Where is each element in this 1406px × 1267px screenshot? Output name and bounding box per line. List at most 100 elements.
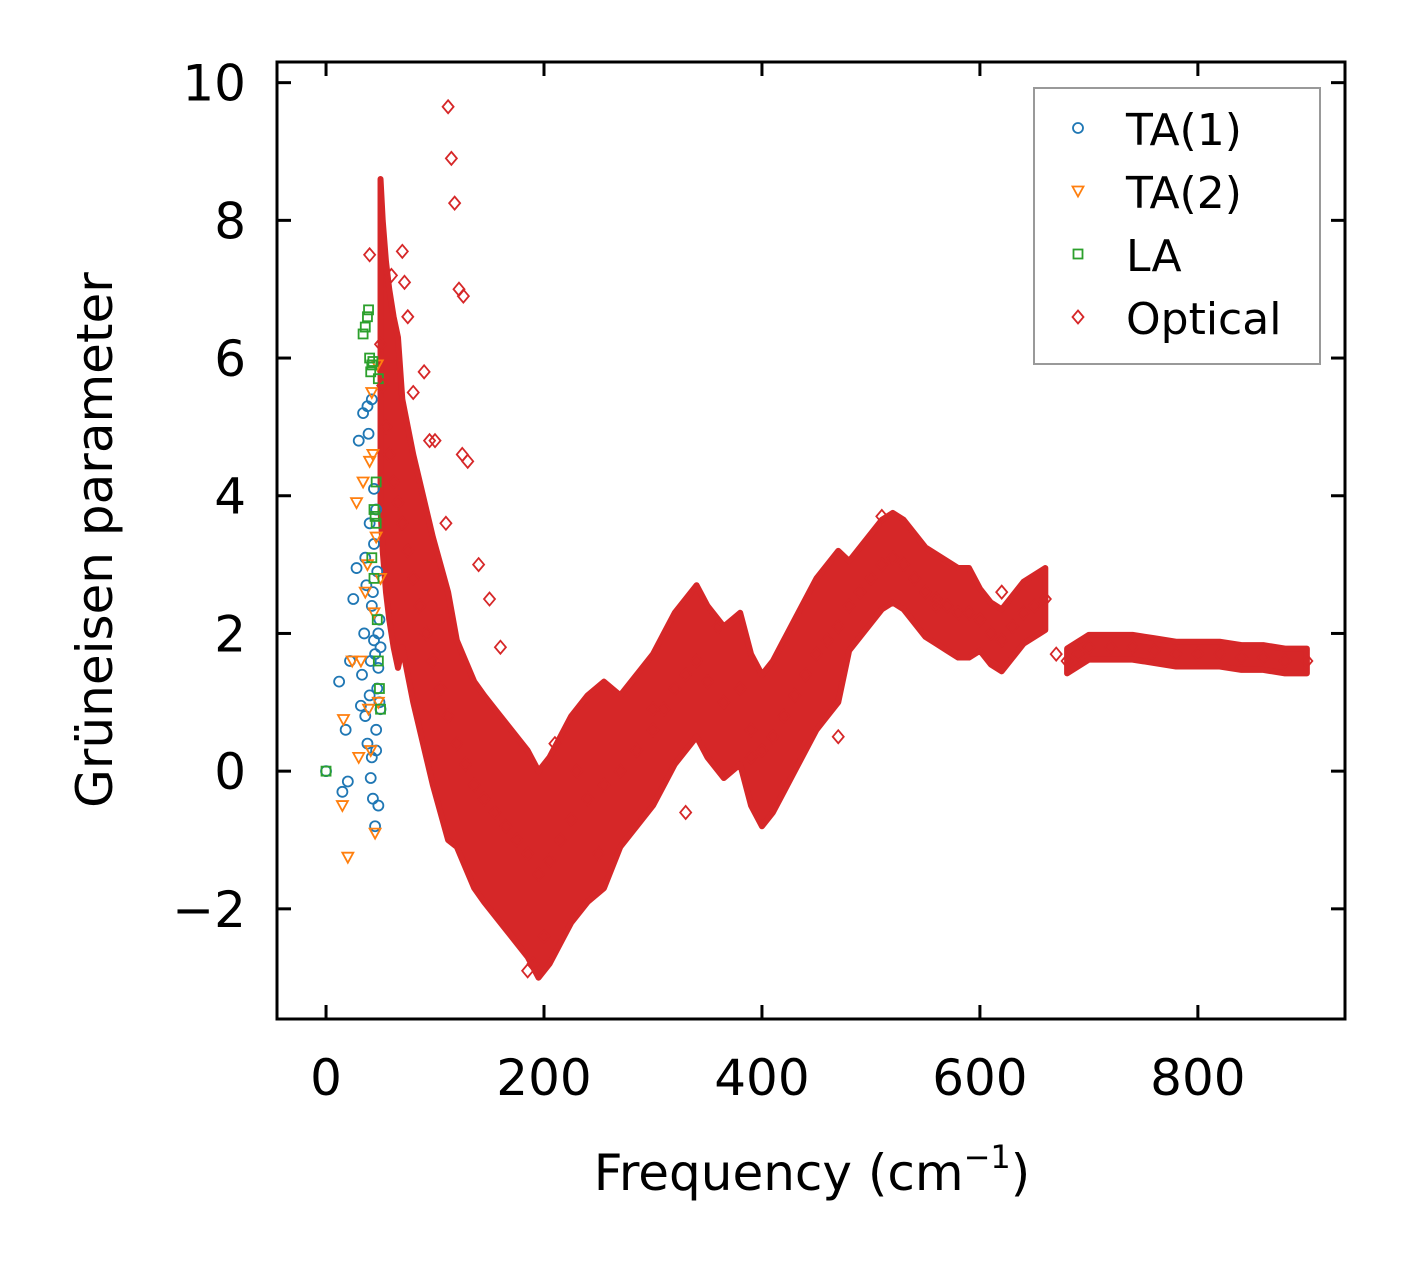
data-point — [356, 668, 368, 681]
data-point — [1082, 639, 1096, 656]
data-point — [537, 928, 551, 945]
data-point — [356, 476, 371, 490]
data-point — [347, 593, 360, 605]
data-point — [371, 696, 386, 710]
data-point — [1005, 618, 1020, 635]
y-axis-ticks — [277, 81, 1345, 911]
data-point — [419, 625, 433, 642]
data-point — [853, 584, 867, 601]
data-point — [477, 790, 491, 807]
data-point — [366, 607, 382, 621]
data-point — [471, 556, 486, 573]
data-point — [777, 708, 791, 724]
data-point — [352, 434, 365, 447]
data-point — [369, 511, 381, 522]
data-point — [364, 772, 377, 784]
data-point — [678, 804, 693, 821]
data-point — [365, 449, 380, 462]
data-point — [363, 304, 374, 316]
data-point — [426, 653, 440, 669]
data-point — [733, 680, 747, 697]
data-point — [1071, 646, 1085, 662]
data-point — [520, 845, 535, 862]
y-tick-label: 0 — [214, 743, 246, 801]
data-point — [456, 288, 471, 304]
data-point — [361, 703, 376, 717]
data-point — [1212, 646, 1227, 662]
legend-label-ta1: TA(1) — [1125, 105, 1242, 156]
data-point — [646, 701, 660, 718]
y-tick-label: 8 — [214, 192, 246, 250]
data-point — [1256, 649, 1270, 666]
x-tick-label: 800 — [1150, 1049, 1245, 1107]
data-point — [798, 666, 813, 683]
data-point — [362, 427, 375, 440]
data-point — [384, 267, 399, 284]
data-point — [333, 675, 346, 688]
data-point — [401, 542, 415, 559]
data-point — [1038, 591, 1052, 607]
plot-frame — [275, 60, 1347, 1021]
data-point — [417, 363, 431, 380]
data-point — [341, 775, 354, 788]
data-point — [359, 551, 372, 564]
data-point — [441, 708, 455, 724]
data-point — [907, 570, 922, 587]
data-point — [340, 851, 355, 865]
data-point — [787, 687, 802, 704]
data-point — [929, 598, 944, 614]
data-point — [395, 243, 410, 260]
data-point — [428, 432, 442, 449]
data-point — [717, 694, 731, 711]
data-point — [467, 777, 481, 793]
x-tick-label: 400 — [714, 1049, 809, 1107]
data-point — [951, 604, 965, 621]
y-tick-label: −2 — [172, 881, 246, 939]
data-point — [842, 598, 856, 614]
optical-density-cloud — [377, 176, 1310, 981]
data-point — [444, 150, 459, 167]
data-point — [1191, 646, 1205, 662]
data-point — [864, 570, 878, 587]
data-point — [744, 749, 758, 766]
data-point — [351, 751, 366, 765]
data-point — [1027, 598, 1042, 614]
data-point — [362, 311, 373, 323]
data-point — [363, 689, 376, 702]
data-point — [564, 811, 578, 828]
x-tick-label: 0 — [310, 1049, 342, 1107]
data-point — [422, 432, 437, 449]
data-point — [995, 584, 1009, 601]
data-point — [553, 832, 568, 848]
y-tick-label: 10 — [182, 55, 246, 113]
data-point — [657, 701, 671, 718]
x-axis-title-superscript: −1 — [964, 1138, 1011, 1176]
data-point — [362, 455, 377, 469]
y-tick-label: 6 — [214, 330, 246, 388]
data-point — [678, 666, 693, 683]
data-point — [364, 387, 379, 400]
data-point — [831, 618, 845, 635]
data-point — [372, 661, 385, 674]
data-point — [358, 586, 373, 600]
data-point — [886, 549, 900, 566]
data-point — [379, 419, 393, 435]
legend-label-la: LA — [1126, 231, 1182, 282]
data-point — [499, 818, 513, 835]
data-point — [755, 742, 769, 759]
data-point — [766, 728, 780, 745]
optical-cloud-main — [377, 176, 1049, 981]
data-point — [1016, 604, 1031, 621]
data-points — [320, 98, 1314, 979]
data-point — [366, 552, 378, 564]
data-point — [336, 714, 351, 727]
data-point — [875, 556, 889, 573]
data-point — [368, 572, 380, 584]
y-axis-tick-labels: −2 0 2 4 6 8 10 — [172, 55, 246, 939]
legend-label-optical: Optical — [1126, 294, 1281, 345]
data-point — [397, 274, 412, 291]
data-point — [349, 497, 364, 511]
data-point — [1169, 646, 1183, 662]
y-axis-title: Grüneisen parameter — [66, 272, 124, 808]
data-point — [488, 804, 502, 821]
